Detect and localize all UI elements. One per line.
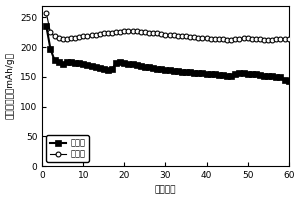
Y-axis label: 放电比容量（mAh/g）: 放电比容量（mAh/g）	[6, 52, 15, 119]
改性前	[196, 72, 200, 74]
改性前	[287, 80, 290, 82]
改性后	[114, 31, 118, 34]
Line: 改性后: 改性后	[44, 11, 291, 42]
改性后	[127, 29, 130, 32]
改性后	[287, 38, 290, 41]
改性前	[123, 61, 126, 64]
改性后	[123, 30, 126, 32]
改性前	[127, 63, 130, 65]
改性前	[114, 62, 118, 64]
Line: 改性前: 改性前	[44, 24, 292, 84]
改性后	[225, 39, 229, 41]
改性前	[85, 64, 89, 66]
X-axis label: 循环圈数: 循环圈数	[155, 185, 176, 194]
改性前	[44, 25, 48, 28]
改性前	[106, 69, 110, 71]
Legend: 改性前, 改性后: 改性前, 改性后	[46, 135, 89, 162]
改性后	[85, 35, 89, 37]
改性后	[44, 12, 48, 14]
改性后	[106, 32, 110, 35]
改性后	[196, 36, 200, 39]
